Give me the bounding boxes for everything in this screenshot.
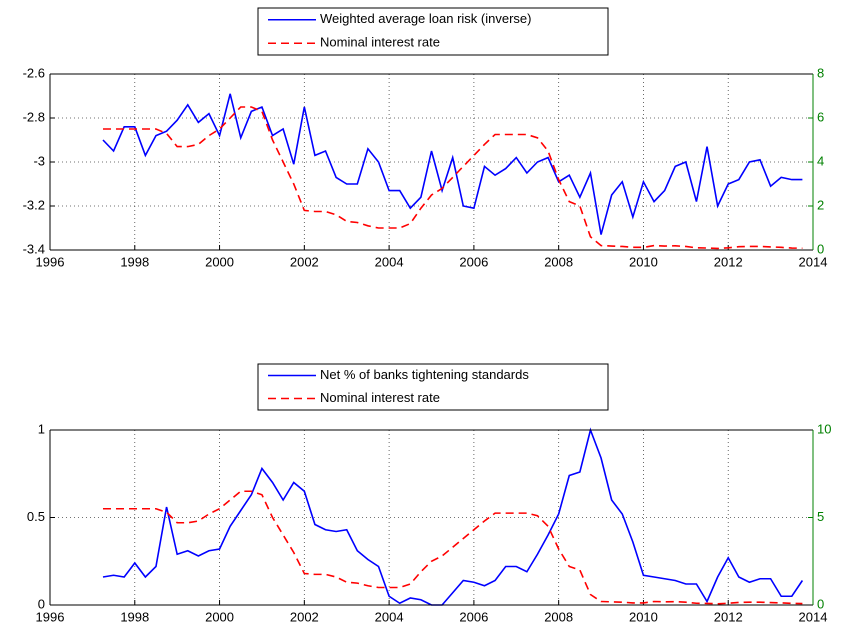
y-tick-label: 0.5 <box>27 509 45 524</box>
legend-label: Nominal interest rate <box>320 35 440 50</box>
y2-tick-label: 10 <box>817 421 831 436</box>
legend-label: Nominal interest rate <box>320 390 440 405</box>
x-tick-label: 2006 <box>459 609 488 624</box>
plot-area <box>50 430 813 605</box>
y-tick-label: -2.6 <box>23 65 45 80</box>
x-tick-label: 2014 <box>799 254 828 269</box>
series-line <box>102 93 803 235</box>
legend-box <box>257 7 609 56</box>
legend-label: Weighted average loan risk (inverse) <box>320 11 531 26</box>
legend-label: Net % of banks tightening standards <box>320 367 529 382</box>
x-tick-label: 2014 <box>799 609 828 624</box>
y-tick-label: 1 <box>38 421 45 436</box>
y2-tick-label: 8 <box>817 65 824 80</box>
y-tick-label: -3.2 <box>23 197 45 212</box>
y2-tick-label: 2 <box>817 197 824 212</box>
y-tick-label: -2.8 <box>23 109 45 124</box>
panel: 1996 1998 2000 2002 2004 2006 2008 2010 2012 2014… <box>23 7 828 269</box>
x-tick-label: 2010 <box>629 254 658 269</box>
x-tick-label: 2002 <box>290 254 319 269</box>
series-line <box>102 490 803 605</box>
series-line <box>102 427 804 606</box>
x-tick-label: 2012 <box>714 609 743 624</box>
y2-tick-label: 4 <box>817 153 824 168</box>
y-tick-label: -3 <box>33 153 45 168</box>
legend-box <box>257 363 609 411</box>
x-tick-label: 1998 <box>120 609 149 624</box>
x-tick-label: 2000 <box>205 609 234 624</box>
y2-tick-label: 6 <box>817 109 824 124</box>
x-tick-label: 2008 <box>544 254 573 269</box>
y-tick-label: -3.4 <box>23 241 45 256</box>
panel: 1996 1998 2000 2002 2004 2006 2008 2010 2012 2014… <box>27 363 831 624</box>
y-tick-label: 0 <box>38 596 45 611</box>
x-tick-label: 1998 <box>120 254 149 269</box>
x-tick-label: 2004 <box>375 609 404 624</box>
x-tick-label: 2000 <box>205 254 234 269</box>
x-tick-label: 2006 <box>459 254 488 269</box>
x-tick-label: 2008 <box>544 609 573 624</box>
x-tick-label: 2012 <box>714 254 743 269</box>
y2-tick-label: 5 <box>817 509 824 524</box>
x-tick-label: 2010 <box>629 609 658 624</box>
x-tick-label: 1996 <box>36 609 65 624</box>
y2-tick-label: 0 <box>817 596 824 611</box>
y2-tick-label: 0 <box>817 241 824 256</box>
series-line <box>102 106 803 250</box>
x-tick-label: 2004 <box>375 254 404 269</box>
x-tick-label: 1996 <box>36 254 65 269</box>
x-tick-label: 2002 <box>290 609 319 624</box>
